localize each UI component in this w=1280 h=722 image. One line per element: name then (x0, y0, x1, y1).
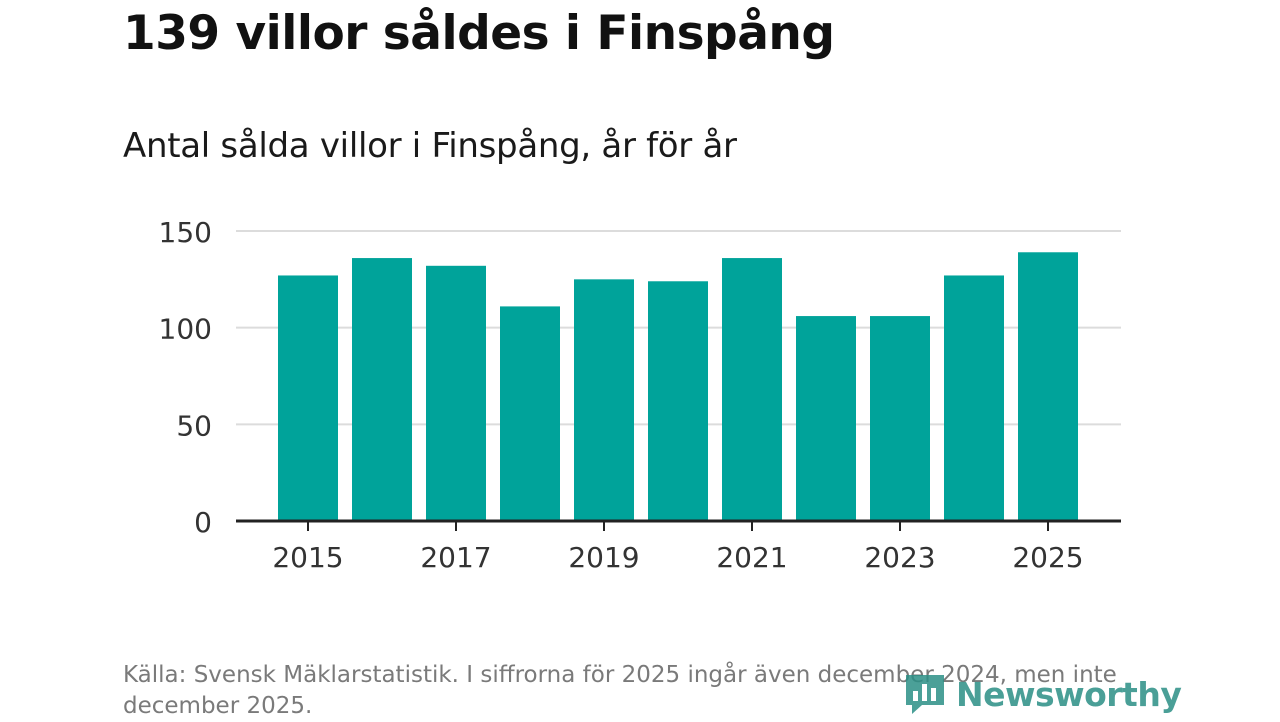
x-tick-label: 2017 (420, 541, 491, 574)
bar-2022 (796, 316, 856, 521)
bar-2021 (722, 258, 782, 521)
headline: 139 villor såldes i Finspång (123, 6, 835, 61)
bar-2024 (944, 275, 1004, 521)
x-tick-label: 2023 (864, 541, 935, 574)
bar-2017 (426, 265, 486, 521)
bars (278, 252, 1078, 521)
chart-title: Antal sålda villor i Finspång, år för år (123, 126, 737, 166)
x-axis (236, 519, 1121, 531)
bar-2025 (1018, 252, 1078, 521)
x-tick-label: 2019 (568, 541, 639, 574)
x-tick-label: 2021 (716, 541, 787, 574)
bar-2019 (574, 279, 634, 521)
x-tick-label: 2025 (1012, 541, 1083, 574)
y-tick-label: 50 (176, 409, 212, 442)
brand-name: Newsworthy (956, 674, 1182, 714)
bar-2015 (278, 275, 338, 521)
newsworthy-logo-icon (906, 675, 944, 714)
y-tick-label: 0 (194, 506, 212, 539)
y-axis-ticks: 0 50 100 150 (159, 216, 212, 539)
bar-2023 (870, 316, 930, 521)
x-axis-ticks: 2015 2017 2019 2021 2023 2025 (272, 541, 1083, 574)
newsworthy-logo: Newsworthy (902, 670, 1182, 718)
source-note: Källa: Svensk Mäklarstatistik. I siffror… (123, 662, 1117, 719)
bar-2018 (500, 306, 560, 521)
bar-chart: 0 50 100 150 2015 2017 2019 2021 2023 2025 (159, 216, 1121, 574)
bar-2016 (352, 258, 412, 521)
y-tick-label: 150 (159, 216, 212, 249)
y-tick-label: 100 (159, 313, 212, 346)
bar-2020 (648, 281, 708, 521)
x-tick-label: 2015 (272, 541, 343, 574)
